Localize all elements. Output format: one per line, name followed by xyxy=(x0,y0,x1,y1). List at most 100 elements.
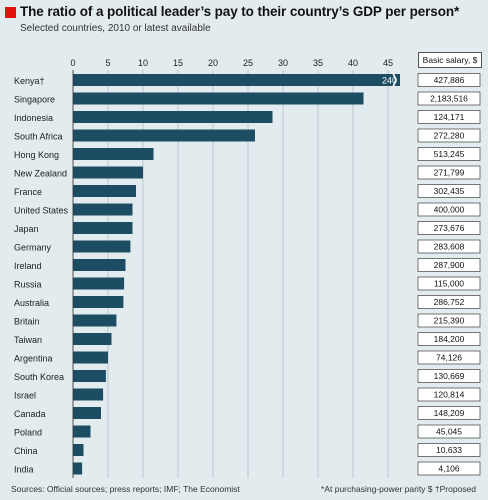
x-tick-label: 30 xyxy=(278,58,288,68)
data-label: 240 xyxy=(382,76,397,86)
salary-value: 427,886 xyxy=(434,75,465,85)
x-tick-label: 25 xyxy=(243,58,253,68)
salary-value: 184,200 xyxy=(434,334,465,344)
salary-box xyxy=(417,91,481,106)
bar xyxy=(73,259,126,271)
salary-value: 215,390 xyxy=(434,316,465,326)
salary-value: 2,183,516 xyxy=(430,94,468,104)
bar xyxy=(73,407,101,419)
salary-box xyxy=(417,369,481,383)
brand-marker xyxy=(5,7,16,18)
bar xyxy=(73,370,106,382)
salary-box xyxy=(417,406,481,420)
salary-column-header: Basic salary, $ xyxy=(418,52,482,68)
salary-value: 10,633 xyxy=(436,445,462,455)
salary-box xyxy=(417,184,481,198)
footnotes: *At purchasing-power parity $ †Proposed xyxy=(321,484,476,494)
salary-box xyxy=(417,276,481,291)
chart-subtitle: Selected countries, 2010 or latest avail… xyxy=(20,23,211,34)
category-label: Israel xyxy=(14,391,36,401)
salary-box xyxy=(417,73,481,87)
category-label: Canada xyxy=(14,409,46,419)
salary-box xyxy=(417,258,481,272)
bar xyxy=(73,296,124,308)
bar xyxy=(73,203,133,216)
bar xyxy=(73,166,143,179)
salary-box xyxy=(417,239,481,254)
bar xyxy=(73,351,108,364)
x-tick-label: 45 xyxy=(383,58,393,68)
category-label: South Africa xyxy=(14,132,63,142)
salary-box xyxy=(417,350,481,365)
salary-box xyxy=(417,461,481,476)
salary-value: 287,900 xyxy=(434,260,465,270)
bar xyxy=(73,240,131,253)
category-label: Russia xyxy=(14,280,42,290)
salary-value: 148,209 xyxy=(434,408,465,418)
salary-box xyxy=(417,387,481,402)
category-label: Kenya† xyxy=(14,76,45,86)
category-label: Argentina xyxy=(14,354,53,364)
category-label: Australia xyxy=(14,298,49,308)
bar xyxy=(73,111,273,123)
category-label: Hong Kong xyxy=(14,150,59,160)
category-label: Indonesia xyxy=(14,113,53,123)
salary-box xyxy=(417,110,481,124)
x-tick-label: 15 xyxy=(173,58,183,68)
salary-box xyxy=(417,295,481,309)
bar xyxy=(73,148,154,160)
bar xyxy=(73,129,255,142)
category-label: Germany xyxy=(14,243,52,253)
x-tick-label: 40 xyxy=(348,58,358,68)
category-label: India xyxy=(14,465,34,475)
salary-value: 130,669 xyxy=(434,371,465,381)
salary-box xyxy=(417,221,481,235)
salary-value: 273,676 xyxy=(434,223,465,233)
bar xyxy=(73,277,125,290)
salary-value: 283,608 xyxy=(434,242,465,252)
category-label: South Korea xyxy=(14,372,64,382)
bar xyxy=(73,462,83,475)
salary-box xyxy=(417,128,481,143)
bar xyxy=(73,444,84,456)
category-label: United States xyxy=(14,206,69,216)
salary-box xyxy=(417,147,481,161)
category-label: Poland xyxy=(14,428,42,438)
bar xyxy=(73,333,112,345)
category-label: China xyxy=(14,446,38,456)
salary-value: 124,171 xyxy=(434,112,465,122)
bar xyxy=(73,92,364,105)
salary-value: 272,280 xyxy=(434,131,465,141)
salary-value: 45,045 xyxy=(436,427,462,437)
x-tick-label: 20 xyxy=(208,58,218,68)
salary-box xyxy=(417,165,481,180)
x-tick-label: 35 xyxy=(313,58,323,68)
axis-break-marker xyxy=(392,72,397,88)
chart-title: The ratio of a political leader’s pay to… xyxy=(20,4,460,19)
bar xyxy=(73,185,136,197)
sources-note: Sources: Official sources; press reports… xyxy=(11,484,240,494)
category-label: Taiwan xyxy=(14,335,42,345)
salary-value: 271,799 xyxy=(434,168,465,178)
salary-box xyxy=(417,332,481,346)
category-label: Britain xyxy=(14,317,40,327)
salary-value: 513,245 xyxy=(434,149,465,159)
salary-value: 115,000 xyxy=(434,279,464,289)
salary-box xyxy=(417,202,481,217)
salary-value: 400,000 xyxy=(434,205,465,215)
bar xyxy=(73,388,104,401)
salary-value: 120,814 xyxy=(434,390,465,400)
salary-box xyxy=(417,313,481,328)
category-label: Ireland xyxy=(14,261,42,271)
category-label: France xyxy=(14,187,42,197)
category-label: Japan xyxy=(14,224,39,234)
x-tick-label: 0 xyxy=(70,58,75,68)
bar xyxy=(73,425,91,438)
bar xyxy=(73,74,400,86)
x-tick-label: 10 xyxy=(138,58,148,68)
bar xyxy=(73,222,133,234)
salary-value: 4,106 xyxy=(438,464,460,474)
salary-value: 302,435 xyxy=(434,186,465,196)
category-label: Singapore xyxy=(14,95,55,105)
